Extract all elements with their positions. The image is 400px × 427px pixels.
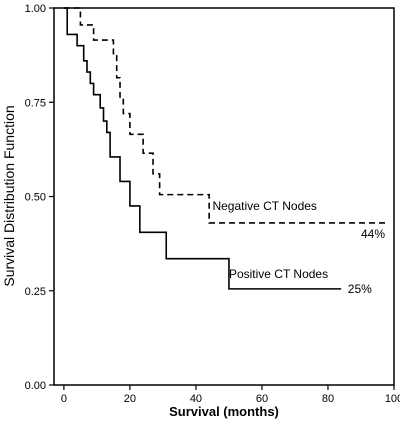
series-group <box>63 7 388 290</box>
annotation-label: Negative CT Nodes <box>212 199 316 213</box>
x-tick-label: 60 <box>256 393 268 405</box>
x-tick-label: 100 <box>385 393 400 405</box>
x-tick-label: 40 <box>190 393 202 405</box>
x-axis-title: Survival (months) <box>169 404 279 419</box>
annotation-label: 44% <box>361 227 385 241</box>
x-tick-label: 0 <box>61 393 67 405</box>
annotation-label: Positive CT Nodes <box>229 267 328 281</box>
y-axis: 0.00 0.25 0.50 0.75 1.00 <box>25 3 54 392</box>
plot-frame <box>53 7 395 386</box>
annotation-label: 25% <box>348 282 372 296</box>
y-tick-label: 0.50 <box>25 192 46 204</box>
y-axis-title: Survival Distribution Function <box>1 105 17 286</box>
y-tick-label: 0.75 <box>25 97 46 109</box>
x-axis: 0 20 40 60 80 100 <box>61 385 400 405</box>
y-tick-label: 0.25 <box>25 286 46 298</box>
y-tick-label: 0.00 <box>25 380 46 392</box>
x-tick-label: 80 <box>322 393 334 405</box>
series-line-negative-ct-nodes <box>63 7 388 224</box>
annotations: Negative CT Nodes 44% Positive CT Nodes 25% <box>212 199 385 296</box>
y-tick-label: 1.00 <box>25 3 46 15</box>
x-tick-label: 20 <box>124 393 136 405</box>
series-line-positive-ct-nodes <box>63 7 342 290</box>
